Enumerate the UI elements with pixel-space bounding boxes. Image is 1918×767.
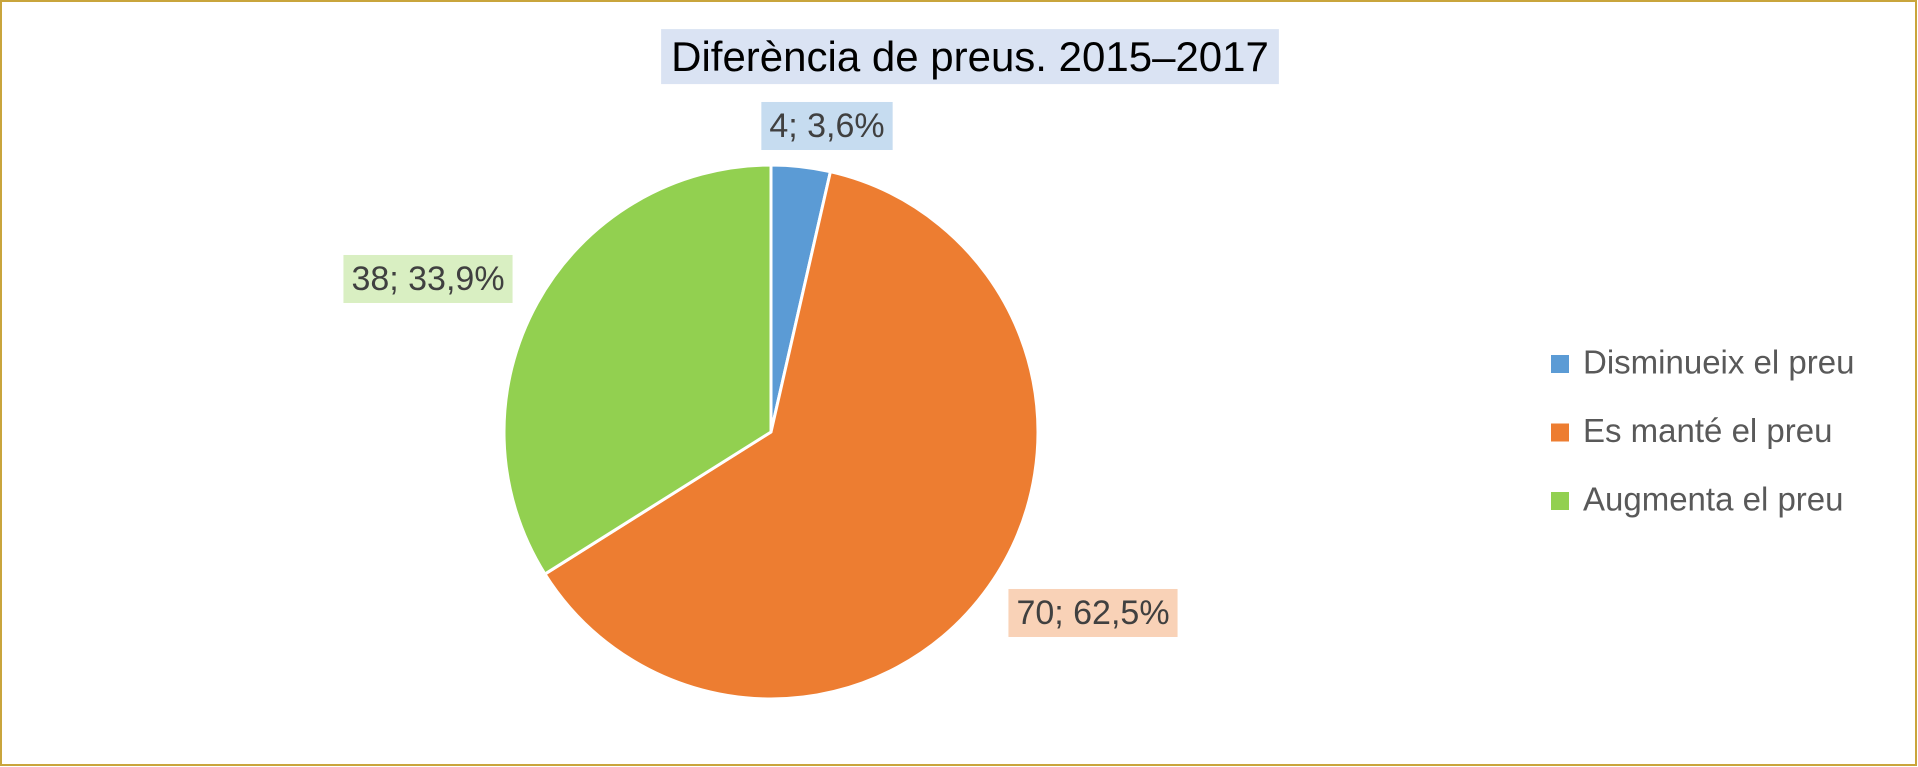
- data-label: 70; 62,5%: [1016, 594, 1169, 632]
- data-label: 38; 33,9%: [351, 260, 504, 298]
- legend-label: Augmenta el preu: [1583, 481, 1844, 518]
- title-background: [661, 29, 1279, 85]
- data-label-background: [761, 101, 893, 150]
- chart-title: Diferència de preus. 2015–2017: [671, 33, 1269, 80]
- slice: [543, 170, 1040, 701]
- slices: [502, 163, 1040, 701]
- legend-swatch: [1551, 423, 1569, 442]
- legend-swatch: [1551, 492, 1569, 510]
- legend-label: Es manté el preu: [1583, 412, 1832, 449]
- data-label-background: [1008, 588, 1178, 637]
- legend-label: Disminueix el preu: [1583, 344, 1854, 381]
- data-label-background: [343, 254, 513, 303]
- data-label: 4; 3,6%: [769, 107, 884, 145]
- slice: [502, 163, 773, 576]
- legend-swatch: [1551, 355, 1569, 373]
